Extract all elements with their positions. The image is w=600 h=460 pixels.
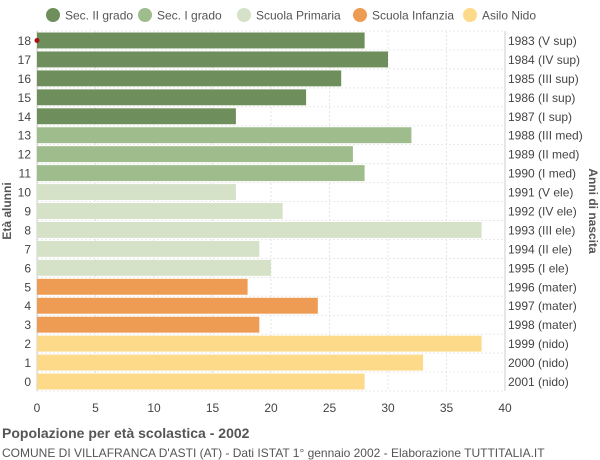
age-tick-label: 4 <box>24 299 31 313</box>
legend-label: Asilo Nido <box>482 9 536 23</box>
birth-year-label: 1983 (V sup) <box>508 34 577 48</box>
legend-item: Scuola Primaria <box>237 8 341 23</box>
x-tick-labels: 0 5 10 15 20 25 30 35 40 <box>34 401 512 415</box>
bar <box>37 354 424 371</box>
birth-year-label: 1997 (mater) <box>508 299 577 313</box>
legend-swatch <box>237 8 251 22</box>
birth-year-label: 2001 (nido) <box>508 375 569 389</box>
age-tick-label: 8 <box>24 223 31 237</box>
chart-title: Popolazione per età scolastica - 2002 <box>2 425 250 441</box>
age-tick-label: 12 <box>18 148 32 162</box>
age-tick-label: 9 <box>24 205 31 219</box>
birth-year-label: 1993 (III ele) <box>508 223 575 237</box>
legend-item: Sec. I grado <box>138 8 222 23</box>
bar <box>37 127 412 144</box>
age-tick-label: 13 <box>18 129 32 143</box>
chart-subtitle: COMUNE DI VILLAFRANCA D'ASTI (AT) - Dati… <box>2 446 545 460</box>
birth-year-label: 1995 (I ele) <box>508 261 569 275</box>
x-tick-label: 40 <box>498 401 512 415</box>
bar <box>37 32 365 49</box>
birth-year-label: 1987 (I sup) <box>508 110 572 124</box>
bar <box>37 51 388 68</box>
x-tick-label: 5 <box>92 401 99 415</box>
age-tick-label: 14 <box>18 110 32 124</box>
birth-year-tick-labels: 1983 (V sup) 1984 (IV sup) 1985 (III sup) 1… <box>508 34 583 389</box>
age-tick-label: 1 <box>24 356 31 370</box>
bar <box>37 89 307 106</box>
legend: Sec. II grado Sec. I grado Scuola Primaria… <box>46 8 536 23</box>
age-tick-label: 11 <box>19 167 32 181</box>
birth-year-label: 1990 (I med) <box>508 167 576 181</box>
x-tick-label: 25 <box>323 401 337 415</box>
birth-year-label: 1994 (II ele) <box>508 242 572 256</box>
age-tick-label: 2 <box>24 337 31 351</box>
legend-label: Scuola Primaria <box>256 9 341 23</box>
bar <box>37 108 236 125</box>
age-tick-label: 18 <box>18 34 32 48</box>
birth-year-label: 1992 (IV ele) <box>508 205 577 219</box>
bar <box>37 203 283 219</box>
birth-year-label: 1999 (nido) <box>508 337 569 351</box>
bar <box>37 297 318 314</box>
bar <box>37 184 236 201</box>
bar <box>37 259 271 276</box>
age-tick-label: 5 <box>24 280 31 294</box>
x-tick-label: 0 <box>34 401 41 415</box>
bar <box>37 316 260 333</box>
bar <box>37 278 248 295</box>
age-tick-label: 17 <box>18 53 32 67</box>
legend-item: Asilo Nido <box>463 8 536 23</box>
bar <box>37 221 482 238</box>
birth-year-label: 1985 (III sup) <box>508 72 579 86</box>
birth-year-label: 1996 (mater) <box>508 280 577 294</box>
x-tick-label: 15 <box>206 401 220 415</box>
legend-swatch <box>353 8 367 22</box>
birth-year-label: 1991 (V ele) <box>508 186 573 200</box>
age-tick-label: 16 <box>18 72 32 86</box>
age-tick-label: 6 <box>24 261 31 275</box>
chart: Sec. II grado Sec. I grado Scuola Primaria… <box>0 8 600 415</box>
grid-lines <box>36 30 506 392</box>
birth-year-label: 1984 (IV sup) <box>508 53 580 67</box>
legend-item: Scuola Infanzia <box>353 8 454 23</box>
age-tick-label: 3 <box>24 318 31 332</box>
legend-swatch <box>463 8 477 22</box>
legend-label: Sec. II grado <box>65 9 133 23</box>
bar <box>37 240 260 257</box>
bar <box>37 165 365 182</box>
y-axis-label-right: Anni di nascita <box>586 168 600 254</box>
birth-year-label: 2000 (nido) <box>508 356 569 370</box>
birth-year-label: 1998 (mater) <box>508 318 577 332</box>
age-tick-label: 15 <box>18 91 32 105</box>
birth-year-label: 1988 (III med) <box>508 129 583 143</box>
age-tick-label: 7 <box>24 242 31 256</box>
birth-year-label: 1986 (II sup) <box>508 91 575 105</box>
bar <box>37 70 342 87</box>
bar <box>37 146 353 163</box>
age-tick-label: 10 <box>18 186 32 200</box>
age-tick-label: 0 <box>24 375 31 389</box>
origin-marker <box>34 37 40 43</box>
x-tick-label: 35 <box>440 401 454 415</box>
legend-item: Sec. II grado <box>46 8 133 23</box>
bars <box>34 32 482 390</box>
legend-swatch <box>46 8 60 22</box>
bar <box>37 335 482 352</box>
x-tick-label: 30 <box>381 401 395 415</box>
y-axis-label: Età alunni <box>0 182 14 239</box>
legend-label: Scuola Infanzia <box>372 9 454 23</box>
bar <box>37 373 365 390</box>
legend-label: Sec. I grado <box>157 9 222 23</box>
legend-swatch <box>138 8 152 22</box>
x-tick-label: 20 <box>264 401 278 415</box>
birth-year-label: 1989 (II med) <box>508 148 579 162</box>
x-tick-label: 10 <box>147 401 161 415</box>
